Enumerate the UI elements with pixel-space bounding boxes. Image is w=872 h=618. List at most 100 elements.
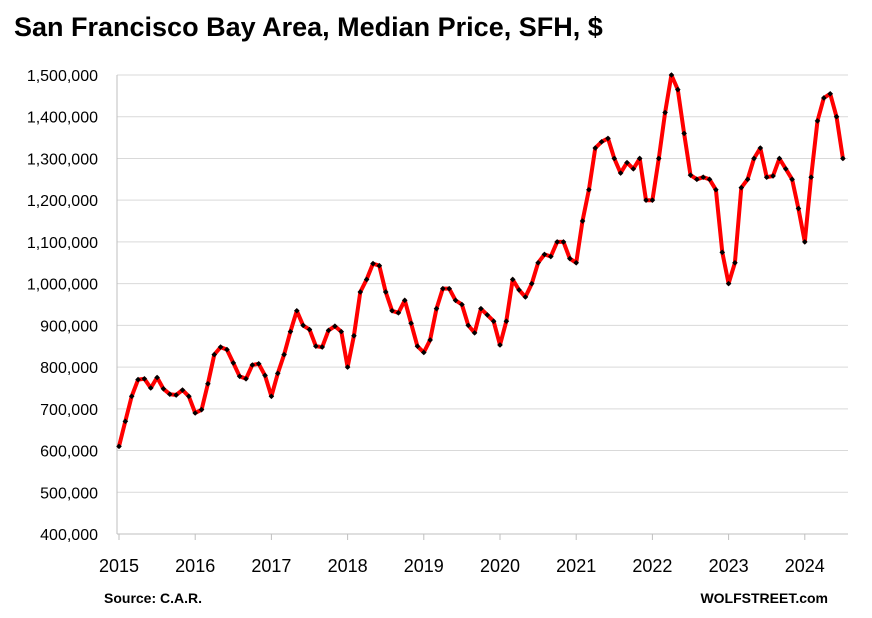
data-point xyxy=(167,391,173,398)
data-point xyxy=(281,351,287,358)
data-point xyxy=(782,166,789,172)
data-point xyxy=(294,307,300,314)
gridlines xyxy=(116,74,848,535)
data-point xyxy=(827,90,833,97)
x-tick-label: 2023 xyxy=(709,556,749,576)
data-point xyxy=(363,276,370,283)
data-point xyxy=(122,418,129,425)
data-point xyxy=(814,118,821,124)
data-point xyxy=(484,312,491,318)
y-axis: 400,000 500,000 600,000 700,000 800,000 900,0… xyxy=(27,68,98,544)
data-point xyxy=(795,205,802,212)
data-point xyxy=(668,72,675,78)
data-point xyxy=(541,251,548,258)
data-point xyxy=(287,328,294,335)
data-point xyxy=(160,385,167,392)
data-point xyxy=(808,174,814,181)
data-point xyxy=(255,360,262,367)
y-tick-label: 500,000 xyxy=(40,485,98,502)
x-axis: 2015 2016 2017 2018 2019 2020 2021 2022 2023 2024 xyxy=(99,534,825,576)
x-tick-label: 2018 xyxy=(328,556,368,576)
data-point xyxy=(516,287,522,293)
data-point xyxy=(154,374,160,381)
data-point xyxy=(763,174,770,181)
y-tick-label: 1,300,000 xyxy=(27,151,98,168)
data-point xyxy=(789,176,795,183)
data-point xyxy=(306,326,313,333)
data-point xyxy=(395,310,402,316)
data-point xyxy=(611,155,618,162)
data-point xyxy=(401,297,408,304)
data-point xyxy=(421,349,427,356)
data-point xyxy=(573,259,579,266)
source-note: Source: C.A.R. xyxy=(104,590,203,606)
data-point xyxy=(713,186,719,193)
data-point xyxy=(135,376,141,383)
data-point xyxy=(408,320,414,327)
data-point xyxy=(522,294,529,300)
data-point xyxy=(274,370,281,377)
data-point xyxy=(313,343,319,350)
data-point xyxy=(744,176,751,183)
data-point xyxy=(471,330,478,336)
data-point xyxy=(478,305,484,312)
data-point xyxy=(776,155,783,162)
x-tick-label: 2021 xyxy=(556,556,596,576)
data-point xyxy=(840,155,846,162)
data-point xyxy=(198,406,205,413)
data-point xyxy=(128,393,135,400)
data-point xyxy=(490,318,497,324)
data-point xyxy=(440,285,446,292)
data-point xyxy=(147,385,154,391)
data-point xyxy=(802,239,808,245)
data-point xyxy=(224,346,230,353)
data-point xyxy=(548,253,554,260)
data-point xyxy=(681,130,687,137)
data-point xyxy=(732,259,738,266)
data-point xyxy=(344,364,351,370)
data-point xyxy=(433,305,440,312)
data-point xyxy=(738,184,745,191)
data-point xyxy=(230,360,237,366)
data-point xyxy=(389,307,395,314)
data-point xyxy=(300,322,306,329)
data-point xyxy=(243,375,249,382)
y-tick-label: 700,000 xyxy=(40,402,98,419)
data-point xyxy=(662,109,668,116)
data-point xyxy=(357,289,364,295)
data-point xyxy=(675,86,681,93)
x-tick-label: 2019 xyxy=(404,556,444,576)
data-point xyxy=(630,166,637,172)
data-point xyxy=(186,393,192,400)
data-point xyxy=(325,327,332,334)
data-point xyxy=(605,135,611,142)
data-point xyxy=(770,173,776,179)
x-tick-label: 2020 xyxy=(480,556,520,576)
data-point xyxy=(757,145,764,151)
data-point xyxy=(687,172,694,178)
data-point xyxy=(528,280,535,287)
data-point xyxy=(236,373,243,380)
data-point xyxy=(649,197,656,203)
x-tick-label: 2016 xyxy=(175,556,215,576)
data-point xyxy=(643,197,649,203)
data-point xyxy=(694,176,700,183)
data-point xyxy=(624,159,630,166)
data-point xyxy=(598,138,605,145)
data-point xyxy=(535,259,541,266)
data-point xyxy=(636,155,643,162)
data-point xyxy=(249,362,256,368)
data-point xyxy=(414,343,421,350)
data-point xyxy=(179,387,186,393)
data-point xyxy=(592,145,599,151)
data-point xyxy=(617,170,624,176)
data-point xyxy=(116,443,122,450)
data-point xyxy=(205,380,211,387)
y-tick-label: 800,000 xyxy=(40,360,98,377)
data-point xyxy=(376,262,383,269)
data-point xyxy=(351,332,357,339)
data-point xyxy=(655,155,662,162)
data-point xyxy=(459,301,465,308)
data-point xyxy=(319,344,325,350)
